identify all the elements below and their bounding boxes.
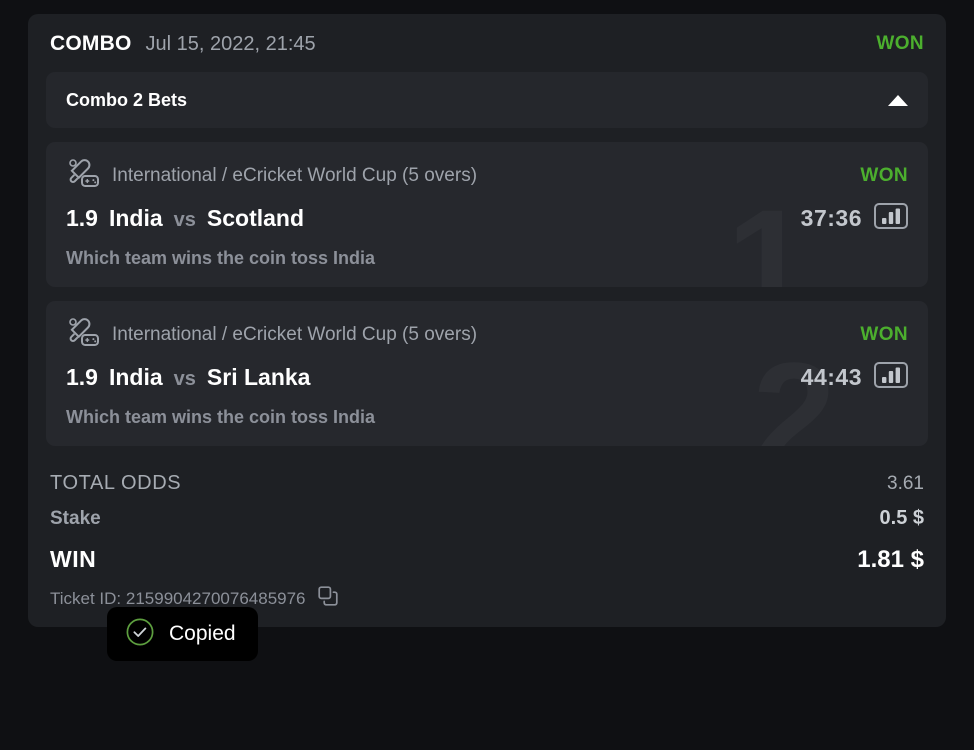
bar-chart-icon[interactable] [874, 362, 908, 393]
bet-status-badge: WON [860, 164, 908, 186]
bet-list: 1 [28, 128, 946, 446]
win-row: WIN 1.81 $ [50, 536, 924, 578]
bet-score-group: 37:36 [801, 203, 908, 234]
win-value: 1.81 $ [857, 546, 924, 573]
bet-league-group: International / eCricket World Cup (5 ov… [66, 158, 477, 193]
bet-match-row: 1.9 India vs Sri Lanka 44:43 [66, 362, 908, 393]
bet-market-selection: Which team wins the coin toss India [66, 248, 376, 268]
slip-status-badge: WON [876, 33, 924, 54]
away-team: Sri Lanka [206, 364, 311, 390]
bet-score-group: 44:43 [801, 362, 908, 393]
match-score: 37:36 [800, 205, 862, 231]
ticket-id-row[interactable]: Ticket ID: 2159904270076485976 [50, 578, 924, 611]
bet-datetime: Jul 15, 2022, 21:45 [145, 33, 316, 55]
bet-league-name: International / eCricket World Cup (5 ov… [112, 323, 478, 345]
bet-item[interactable]: 1 [46, 142, 928, 287]
copied-toast-text: Copied [169, 622, 236, 645]
stake-value: 0.5 $ [879, 507, 924, 529]
stake-label: Stake [50, 508, 101, 529]
bet-item[interactable]: 2 [46, 301, 928, 446]
total-odds-label: TOTAL ODDS [50, 472, 182, 494]
away-team: Scotland [206, 205, 305, 231]
ecricket-icon [66, 317, 100, 352]
home-team: India [108, 364, 163, 390]
vs-separator: vs [173, 209, 196, 231]
bet-odds: 1.9 [66, 205, 98, 231]
bet-index-watermark: 2 [753, 340, 836, 446]
slip-footer: TOTAL ODDS 3.61 Stake 0.5 $ WIN 1.81 $ T… [28, 460, 946, 627]
combo-accordion-toggle[interactable]: Combo 2 Bets [46, 72, 928, 128]
ecricket-icon [66, 158, 100, 193]
bet-index-watermark: 1 [727, 187, 810, 287]
bet-league-name: International / eCricket World Cup (5 ov… [112, 164, 478, 186]
total-odds-value: 3.61 [887, 473, 924, 494]
match-score: 44:43 [800, 364, 862, 390]
bet-league-group: International / eCricket World Cup (5 ov… [66, 317, 477, 352]
total-odds-row: TOTAL ODDS 3.61 [50, 466, 924, 501]
copied-toast: Copied [107, 607, 258, 661]
accordion-title: Combo 2 Bets [66, 89, 188, 110]
win-label: WIN [50, 546, 97, 572]
bet-status-badge: WON [860, 323, 908, 345]
bet-market-selection: Which team wins the coin toss India [66, 407, 376, 427]
slip-header: COMBO Jul 15, 2022, 21:45 WON [28, 14, 946, 72]
check-circle-icon [125, 617, 155, 652]
bet-type-label: COMBO [50, 32, 132, 55]
ticket-id-label: Ticket ID: 2159904270076485976 [50, 588, 306, 608]
bet-odds: 1.9 [66, 364, 98, 390]
bet-match-title: 1.9 India vs Sri Lanka [66, 364, 310, 391]
caret-up-icon[interactable] [888, 94, 908, 106]
stake-row: Stake 0.5 $ [50, 501, 924, 536]
home-team: India [108, 205, 163, 231]
vs-separator: vs [173, 368, 196, 390]
bet-match-row: 1.9 India vs Scotland 37:36 [66, 203, 908, 234]
bar-chart-icon[interactable] [874, 203, 908, 234]
copy-icon[interactable] [317, 586, 338, 611]
bet-header-row: International / eCricket World Cup (5 ov… [66, 158, 908, 193]
bet-header-row: International / eCricket World Cup (5 ov… [66, 317, 908, 352]
slip-header-left: COMBO Jul 15, 2022, 21:45 [50, 32, 316, 56]
bet-match-title: 1.9 India vs Scotland [66, 205, 304, 232]
bet-slip-card: COMBO Jul 15, 2022, 21:45 WON Combo 2 Be… [28, 14, 946, 627]
